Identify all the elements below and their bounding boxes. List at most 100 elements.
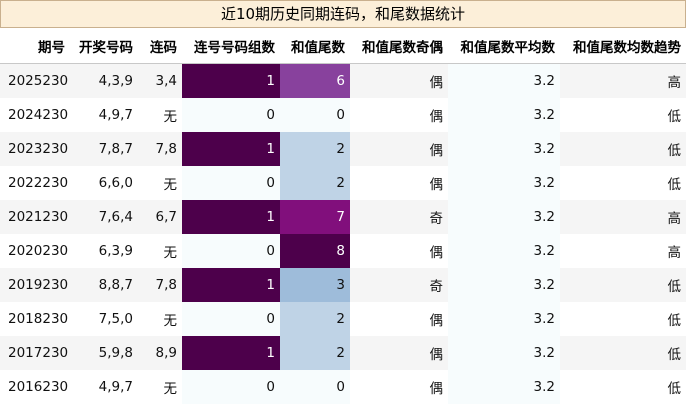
groups-cell: 1	[182, 336, 280, 370]
consecutive-cell: 无	[138, 302, 182, 336]
groups-cell: 0	[182, 234, 280, 268]
trend-cell: 低	[560, 336, 686, 370]
issue-cell: 2017230	[0, 336, 70, 370]
trend-cell: 高	[560, 234, 686, 268]
table-title: 近10期历史同期连码，和尾数据统计	[0, 0, 686, 28]
sum-tail-cell: 0	[280, 98, 350, 132]
groups-cell: 1	[182, 200, 280, 234]
trend-cell: 低	[560, 302, 686, 336]
numbers-cell: 6,3,9	[70, 234, 138, 268]
consecutive-cell: 3,4	[138, 63, 182, 98]
table-row: 2025230 4,3,9 3,4 1 6 偶 3.2 高	[0, 63, 686, 98]
parity-cell: 奇	[350, 200, 448, 234]
sum-tail-cell: 2	[280, 302, 350, 336]
consecutive-cell: 无	[138, 234, 182, 268]
col-header-tail-parity: 和值尾数奇偶	[350, 28, 448, 64]
col-header-tail-average: 和值尾数平均数	[448, 28, 560, 64]
trend-cell: 低	[560, 132, 686, 166]
col-header-numbers: 开奖号码	[70, 28, 138, 64]
issue-cell: 2024230	[0, 98, 70, 132]
numbers-cell: 4,3,9	[70, 63, 138, 98]
issue-cell: 2020230	[0, 234, 70, 268]
consecutive-cell: 7,8	[138, 132, 182, 166]
parity-cell: 偶	[350, 132, 448, 166]
table-row: 2022230 6,6,0 无 0 2 偶 3.2 低	[0, 166, 686, 200]
issue-cell: 2021230	[0, 200, 70, 234]
consecutive-cell: 8,9	[138, 336, 182, 370]
issue-cell: 2019230	[0, 268, 70, 302]
groups-cell: 0	[182, 370, 280, 404]
sum-tail-cell: 6	[280, 63, 350, 98]
issue-cell: 2018230	[0, 302, 70, 336]
issue-cell: 2022230	[0, 166, 70, 200]
parity-cell: 奇	[350, 268, 448, 302]
average-cell: 3.2	[448, 234, 560, 268]
trend-cell: 低	[560, 98, 686, 132]
groups-cell: 1	[182, 268, 280, 302]
parity-cell: 偶	[350, 234, 448, 268]
average-cell: 3.2	[448, 302, 560, 336]
table-row: 2017230 5,9,8 8,9 1 2 偶 3.2 低	[0, 336, 686, 370]
issue-cell: 2016230	[0, 370, 70, 404]
table-row: 2020230 6,3,9 无 0 8 偶 3.2 高	[0, 234, 686, 268]
table-row: 2016230 4,9,7 无 0 0 偶 3.2 低	[0, 370, 686, 404]
average-cell: 3.2	[448, 370, 560, 404]
average-cell: 3.2	[448, 132, 560, 166]
parity-cell: 偶	[350, 63, 448, 98]
average-cell: 3.2	[448, 98, 560, 132]
numbers-cell: 4,9,7	[70, 370, 138, 404]
sum-tail-cell: 2	[280, 166, 350, 200]
consecutive-cell: 无	[138, 166, 182, 200]
issue-cell: 2025230	[0, 63, 70, 98]
col-header-consecutive: 连码	[138, 28, 182, 64]
average-cell: 3.2	[448, 268, 560, 302]
issue-cell: 2023230	[0, 132, 70, 166]
average-cell: 3.2	[448, 166, 560, 200]
consecutive-cell: 7,8	[138, 268, 182, 302]
col-header-issue: 期号	[0, 28, 70, 64]
numbers-cell: 8,8,7	[70, 268, 138, 302]
groups-cell: 0	[182, 98, 280, 132]
average-cell: 3.2	[448, 200, 560, 234]
average-cell: 3.2	[448, 63, 560, 98]
trend-cell: 低	[560, 370, 686, 404]
trend-cell: 高	[560, 200, 686, 234]
col-header-consecutive-groups: 连号号码组数	[182, 28, 280, 64]
sum-tail-cell: 0	[280, 370, 350, 404]
numbers-cell: 5,9,8	[70, 336, 138, 370]
table-row: 2021230 7,6,4 6,7 1 7 奇 3.2 高	[0, 200, 686, 234]
sum-tail-cell: 2	[280, 336, 350, 370]
groups-cell: 1	[182, 63, 280, 98]
groups-cell: 0	[182, 166, 280, 200]
average-cell: 3.2	[448, 336, 560, 370]
numbers-cell: 7,5,0	[70, 302, 138, 336]
numbers-cell: 7,6,4	[70, 200, 138, 234]
table-row: 2019230 8,8,7 7,8 1 3 奇 3.2 低	[0, 268, 686, 302]
numbers-cell: 4,9,7	[70, 98, 138, 132]
table-row: 2023230 7,8,7 7,8 1 2 偶 3.2 低	[0, 132, 686, 166]
trend-cell: 低	[560, 166, 686, 200]
numbers-cell: 7,8,7	[70, 132, 138, 166]
numbers-cell: 6,6,0	[70, 166, 138, 200]
header-row: 期号 开奖号码 连码 连号号码组数 和值尾数 和值尾数奇偶 和值尾数平均数 和值…	[0, 28, 686, 64]
sum-tail-cell: 8	[280, 234, 350, 268]
groups-cell: 1	[182, 132, 280, 166]
parity-cell: 偶	[350, 98, 448, 132]
parity-cell: 偶	[350, 166, 448, 200]
sum-tail-cell: 2	[280, 132, 350, 166]
consecutive-cell: 无	[138, 370, 182, 404]
trend-cell: 高	[560, 63, 686, 98]
trend-cell: 低	[560, 268, 686, 302]
parity-cell: 偶	[350, 370, 448, 404]
table-row: 2018230 7,5,0 无 0 2 偶 3.2 低	[0, 302, 686, 336]
groups-cell: 0	[182, 302, 280, 336]
col-header-sum-tail: 和值尾数	[280, 28, 350, 64]
consecutive-cell: 6,7	[138, 200, 182, 234]
table-row: 2024230 4,9,7 无 0 0 偶 3.2 低	[0, 98, 686, 132]
sum-tail-cell: 3	[280, 268, 350, 302]
history-stats-table: 期号 开奖号码 连码 连号号码组数 和值尾数 和值尾数奇偶 和值尾数平均数 和值…	[0, 28, 686, 404]
sum-tail-cell: 7	[280, 200, 350, 234]
col-header-tail-trend: 和值尾数均数趋势	[560, 28, 686, 64]
consecutive-cell: 无	[138, 98, 182, 132]
